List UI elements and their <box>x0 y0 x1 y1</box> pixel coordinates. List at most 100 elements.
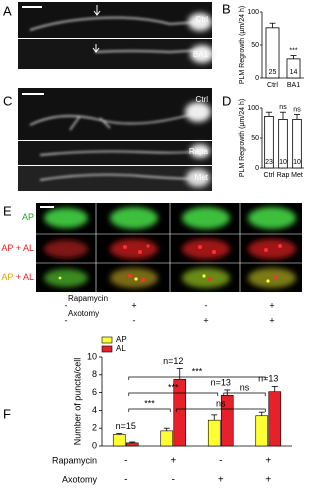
n-label: n=13 <box>258 374 278 384</box>
row-label-part: AP + AL <box>1 243 34 253</box>
significance: *** <box>192 366 203 376</box>
condition-sign: - <box>124 456 127 467</box>
n-label: n=15 <box>116 421 136 431</box>
legend-swatch <box>101 345 113 353</box>
y-axis-label: PLM Regrowth (µm/24 h) <box>239 6 246 84</box>
significance: *** <box>289 47 297 54</box>
x-tick-label: Met <box>291 172 303 179</box>
significance-bracket <box>223 392 266 396</box>
panel-label: B <box>222 1 231 16</box>
y-tick-label: 100 <box>247 105 259 112</box>
n-label: n=12 <box>163 356 183 366</box>
n-label: 10 <box>279 159 287 166</box>
panel-label: D <box>222 93 231 108</box>
condition-sign: - <box>172 475 175 486</box>
image-label: Met <box>195 173 209 182</box>
micrograph-a <box>18 2 214 69</box>
bar <box>264 116 274 169</box>
bar <box>220 394 234 447</box>
condition-sign: + <box>265 475 271 486</box>
panel-label: A <box>3 3 12 18</box>
y-tick-label: 0 <box>92 440 97 450</box>
condition-sign: + <box>269 300 274 310</box>
bar <box>286 58 301 79</box>
significance-bracket <box>128 392 219 396</box>
n-label: 25 <box>269 69 277 76</box>
y-tick-label: 100 <box>247 9 259 16</box>
condition-sign: - <box>65 315 68 325</box>
bar <box>278 119 288 169</box>
bar <box>292 119 302 169</box>
bar <box>265 27 280 79</box>
image-label: Ctrl <box>196 15 209 24</box>
x-tick-label: Ctrl <box>267 82 278 89</box>
row-label-part: + AL <box>13 272 34 282</box>
panel-label: C <box>3 93 12 108</box>
significance: ns <box>216 398 226 408</box>
x-tick-label: BA1 <box>287 82 300 89</box>
condition-sign: - <box>124 475 127 486</box>
condition-sign: - <box>205 300 208 310</box>
bar <box>112 434 126 447</box>
y-tick-label: 6 <box>92 387 97 397</box>
condition-sign: + <box>170 456 176 467</box>
condition-sign: + <box>265 456 271 467</box>
panel-label: F <box>3 406 11 421</box>
n-label: n=13 <box>211 377 231 387</box>
bar <box>255 415 269 447</box>
significance: *** <box>144 398 155 408</box>
n-label: 14 <box>290 69 298 76</box>
significance: ns <box>279 104 287 111</box>
y-tick-label: 4 <box>92 405 97 415</box>
row-label: AP + AL <box>1 243 34 253</box>
condition-label: Axotomy <box>62 474 98 484</box>
n-label: 23 <box>265 159 273 166</box>
significance: *** <box>168 382 179 392</box>
condition-sign: - <box>133 315 136 325</box>
y-tick-label: 2 <box>92 423 97 433</box>
condition-sign: + <box>131 300 136 310</box>
bar <box>125 442 139 447</box>
image-label: BA1 <box>193 50 209 59</box>
x-tick-label: Ctrl <box>264 172 275 179</box>
y-tick-label: 50 <box>251 42 259 49</box>
condition-label: Rapamycin <box>68 294 108 303</box>
legend-swatch <box>101 336 113 344</box>
micrograph-e <box>36 203 302 292</box>
y-tick-label: 0 <box>255 75 259 82</box>
row-label-part: AP <box>1 272 13 282</box>
condition-label: Rapamycin <box>52 455 97 465</box>
y-axis-label: PLM Regrowth (µm/24 h) <box>239 99 246 177</box>
y-tick-label: 0 <box>255 165 259 172</box>
bar <box>268 391 282 447</box>
significance: ns <box>293 106 301 113</box>
image-label: Rapa <box>189 147 209 156</box>
legend-label: AP <box>116 335 127 344</box>
condition-sign: + <box>203 315 208 325</box>
row-label-part: AP <box>22 212 34 222</box>
condition-sign: - <box>65 300 68 310</box>
n-label: 10 <box>293 159 301 166</box>
micrograph-c <box>18 88 212 191</box>
condition-sign: + <box>218 475 224 486</box>
significance-bracket <box>175 408 266 412</box>
y-axis-label: Number of puncta/cell <box>72 358 82 446</box>
significance-bracket <box>128 408 171 412</box>
x-tick-label: Rap <box>277 172 290 179</box>
condition-label: Axotomy <box>68 309 99 318</box>
bar <box>207 419 221 447</box>
legend-label: AL <box>116 344 126 353</box>
significance: ns <box>240 382 250 392</box>
image-label: Ctrl <box>196 95 209 104</box>
bar <box>173 378 187 447</box>
row-label: AP + AL <box>1 272 34 282</box>
panel-label: E <box>3 203 12 218</box>
y-tick-label: 10 <box>87 351 97 361</box>
bar <box>160 430 174 447</box>
y-tick-label: 8 <box>92 369 97 379</box>
significance-bracket <box>128 376 266 380</box>
condition-sign: - <box>219 456 222 467</box>
condition-sign: + <box>269 315 274 325</box>
